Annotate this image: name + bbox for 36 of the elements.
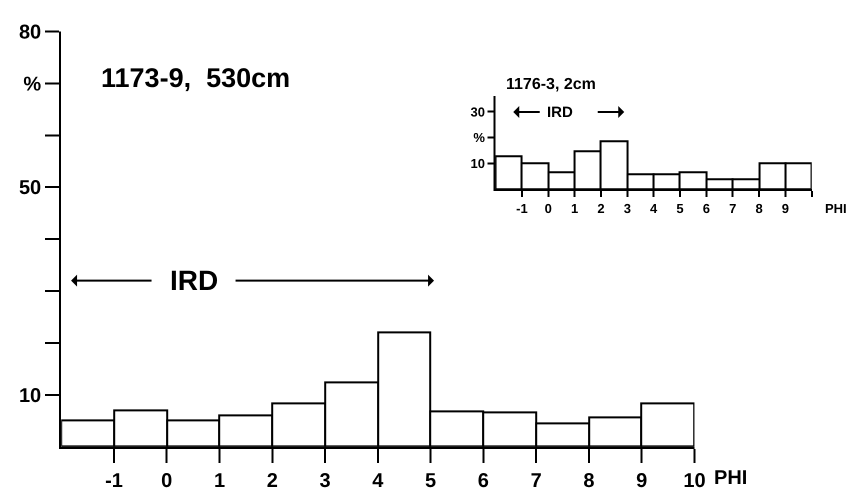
x-tick-label: 0 (161, 470, 172, 492)
x-tick-label: 10 (683, 470, 706, 492)
x-axis-title: PHI (825, 201, 847, 216)
y-tick-label: 80 (18, 21, 42, 44)
x-tick-label: 9 (636, 470, 648, 492)
y-tick-label: 50 (18, 177, 42, 200)
annotation: IRD (547, 104, 573, 121)
x-tick-label: 5 (425, 470, 436, 492)
x-tick-label: 8 (583, 470, 594, 492)
x-tick-label: 7 (729, 200, 736, 216)
x-tick-label: 2 (597, 200, 605, 216)
y-tick-label: % (473, 130, 486, 146)
chart-title: 1176-3, 2cm (506, 76, 596, 93)
y-tick-label: 10 (18, 384, 42, 407)
x-tick-label: 7 (530, 470, 542, 492)
x-tick-label: 4 (650, 200, 658, 216)
y-tick-label: % (23, 73, 42, 96)
x-tick-label: 0 (544, 200, 552, 216)
x-tick-label: 4 (372, 470, 384, 492)
x-tick-label: 6 (702, 200, 710, 216)
x-tick-label: -1 (516, 200, 528, 216)
y-tick-label: 10 (470, 156, 485, 171)
text: 1173-9, 530cm (101, 63, 290, 93)
x-tick-label: 1 (214, 470, 226, 492)
x-tick-label: 9 (782, 200, 790, 216)
x-tick-label: 8 (755, 200, 763, 216)
x-tick-label: -1 (105, 470, 123, 492)
x-tick-label: 3 (624, 200, 631, 216)
x-tick-label: 2 (266, 470, 278, 492)
y-tick-label: 30 (470, 104, 485, 120)
x-tick-label: 1 (570, 200, 578, 216)
x-axis-title: PHI (714, 467, 748, 489)
x-tick-label: 6 (478, 470, 489, 492)
x-tick-label: 5 (676, 200, 684, 216)
annotation: IRD (170, 265, 218, 296)
x-tick-label: 3 (319, 470, 331, 492)
